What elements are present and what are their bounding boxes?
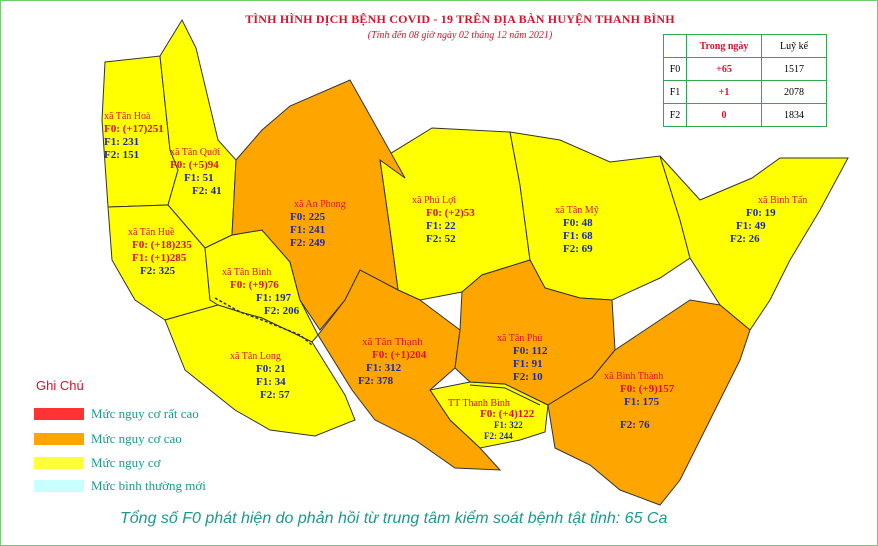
region-f2: F2: 10 xyxy=(513,371,543,383)
region-f1: F1: 68 xyxy=(563,230,593,242)
label-phu-loi: xã Phú Lợi F0: (+2)53 F1: 22 F2: 52 xyxy=(412,194,475,246)
region-f1: F1: 51 xyxy=(184,172,214,184)
stats-row-f1: F1 +1 2078 xyxy=(663,80,827,104)
region-f1: F1: 197 xyxy=(256,292,292,304)
label-binh-tan: xã Bình Tấn F0: 19 F1: 49 F2: 26 xyxy=(730,194,808,246)
region-name: xã Tân Phú xyxy=(497,333,543,344)
region-name: xã Bình Thành xyxy=(604,371,664,382)
region-f1: F1: 34 xyxy=(256,376,286,388)
region-name: xã Tân Bình xyxy=(222,267,272,278)
region-f2: F2: 244 xyxy=(484,431,513,441)
region-name: xã Tân Mỹ xyxy=(555,205,599,216)
region-f2: F2: 325 xyxy=(140,265,176,277)
region-name: xã An Phong xyxy=(294,199,346,210)
label-an-phong: xã An Phong F0: 225 F1: 241 F2: 249 xyxy=(290,198,346,250)
label-tan-hue: xã Tân Huề F0: (+18)235 F1: (+1)285 F2: … xyxy=(128,226,192,278)
region-f0: F0: 225 xyxy=(290,211,326,223)
region-name: xã Bình Tấn xyxy=(758,195,808,206)
region-f0: F0: (+9)76 xyxy=(230,279,279,291)
region-f1: F1: 91 xyxy=(513,358,543,370)
region-f1: F1: (+1)285 xyxy=(132,252,187,264)
region-name: xã Tân Quới xyxy=(170,147,221,158)
region-f2: F2: 206 xyxy=(264,305,300,317)
region-f0: F0: 112 xyxy=(513,345,548,357)
legend-label: Mức nguy cơ cao xyxy=(91,431,182,446)
region-f0: F0: (+5)94 xyxy=(170,159,219,171)
region-f0: F0: (+9)157 xyxy=(620,383,675,395)
stats-label: F0 xyxy=(663,57,687,81)
legend-swatch xyxy=(34,433,84,445)
region-f2: F2: 52 xyxy=(426,233,456,245)
region-name: xã Tân Huề xyxy=(128,227,175,238)
region-name: xã Tân Long xyxy=(230,351,281,362)
label-tt-thanh-binh: TT Thanh Bình F0: (+4)122 F1: 322 F2: 24… xyxy=(448,398,534,442)
stats-header-empty xyxy=(663,34,687,58)
region-name: xã Tân Thạnh xyxy=(362,336,423,348)
stats-header-row: Trong ngày Luỹ kế xyxy=(663,34,827,58)
stats-label: F1 xyxy=(663,80,687,104)
legend-title: Ghi Chú xyxy=(36,378,84,393)
region-f0: F0: (+1)204 xyxy=(372,349,427,361)
map-subtitle: (Tính đến 08 giờ ngày 02 tháng 12 năm 20… xyxy=(367,30,553,41)
region-name: TT Thanh Bình xyxy=(448,398,510,409)
region-f1: F1: 22 xyxy=(426,220,456,232)
region-f2: F2: 41 xyxy=(192,185,222,197)
region-f2: F2: 69 xyxy=(563,243,593,255)
stats-header-today: Trong ngày xyxy=(686,34,762,58)
stats-today: +65 xyxy=(686,57,762,81)
region-f1: F1: 49 xyxy=(736,220,766,232)
legend-label: Mức nguy cơ xyxy=(91,455,161,470)
region-tan-thanh[interactable] xyxy=(317,269,502,471)
legend-swatch xyxy=(34,480,84,492)
stats-row-f0: F0 +65 1517 xyxy=(663,57,827,81)
region-f0: F0: (+18)235 xyxy=(132,239,192,251)
region-f2: F2: 57 xyxy=(260,389,290,401)
stats-table: Trong ngày Luỹ kế F0 +65 1517 F1 +1 2078… xyxy=(663,34,827,127)
stats-total: 1517 xyxy=(761,57,827,81)
label-tan-hoa: xã Tân Hoà F0: (+17)251 F1: 231 F2: 151 xyxy=(104,110,164,162)
region-f0: F0: (+2)53 xyxy=(426,207,475,219)
region-f1: F1: 231 xyxy=(104,136,140,148)
label-tan-phu: xã Tân Phú F0: 112 F1: 91 F2: 10 xyxy=(497,332,548,384)
region-f2: F2: 378 xyxy=(358,375,394,387)
legend-swatch xyxy=(34,457,84,469)
region-name: xã Tân Hoà xyxy=(104,111,151,122)
label-tan-thanh: xã Tân Thạnh F0: (+1)204 F1: 312 F2: 378 xyxy=(358,336,427,388)
stats-total: 2078 xyxy=(761,80,827,104)
stats-label: F2 xyxy=(663,103,687,127)
label-tan-binh: xã Tân Bình F0: (+9)76 F1: 197 F2: 206 xyxy=(222,266,299,318)
region-f2: F2: 76 xyxy=(620,419,650,431)
region-f0: F0: 21 xyxy=(256,363,286,375)
region-f1: F1: 312 xyxy=(366,362,402,374)
region-f1: F1: 322 xyxy=(494,420,523,430)
label-tan-quoi: xã Tân Quới F0: (+5)94 F1: 51 F2: 41 xyxy=(170,146,222,198)
region-f0: F0: (+4)122 xyxy=(480,408,535,420)
label-tan-my: xã Tân Mỹ F0: 48 F1: 68 F2: 69 xyxy=(555,204,599,256)
map-title: TÌNH HÌNH DỊCH BỆNH COVID - 19 TRÊN ĐỊA … xyxy=(245,12,675,26)
region-f2: F2: 249 xyxy=(290,237,326,249)
region-f2: F2: 151 xyxy=(104,149,140,161)
stats-total: 1834 xyxy=(761,103,827,127)
region-f1: F1: 241 xyxy=(290,224,326,236)
region-f2: F2: 26 xyxy=(730,233,760,245)
legend-label: Mức bình thường mới xyxy=(91,478,206,493)
stats-today: +1 xyxy=(686,80,762,104)
region-f1: F1: 175 xyxy=(624,396,660,408)
region-f0: F0: (+17)251 xyxy=(104,123,164,135)
footer-note: Tổng số F0 phát hiện do phản hồi từ trun… xyxy=(120,510,668,527)
label-tan-long: xã Tân Long F0: 21 F1: 34 F2: 57 xyxy=(230,350,290,402)
legend-label: Mức nguy cơ rất cao xyxy=(91,406,199,421)
stats-today: 0 xyxy=(686,103,762,127)
region-tan-long[interactable] xyxy=(164,304,356,437)
stats-row-f2: F2 0 1834 xyxy=(663,103,827,127)
stats-header-total: Luỹ kế xyxy=(761,34,827,58)
region-binh-thanh[interactable] xyxy=(547,299,751,506)
region-f0: F0: 48 xyxy=(563,217,593,229)
legend-swatch xyxy=(34,408,84,420)
region-name: xã Phú Lợi xyxy=(412,195,457,206)
region-binh-tan[interactable] xyxy=(659,155,849,331)
label-binh-thanh: xã Bình Thành F0: (+9)157 F1: 175 F2: 76 xyxy=(604,370,674,432)
region-f0: F0: 19 xyxy=(746,207,776,219)
